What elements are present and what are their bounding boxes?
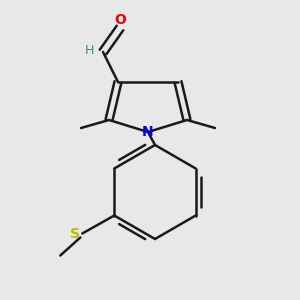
Text: N: N xyxy=(142,125,154,139)
Text: S: S xyxy=(70,226,80,241)
Text: H: H xyxy=(84,44,94,56)
Text: O: O xyxy=(114,13,126,27)
